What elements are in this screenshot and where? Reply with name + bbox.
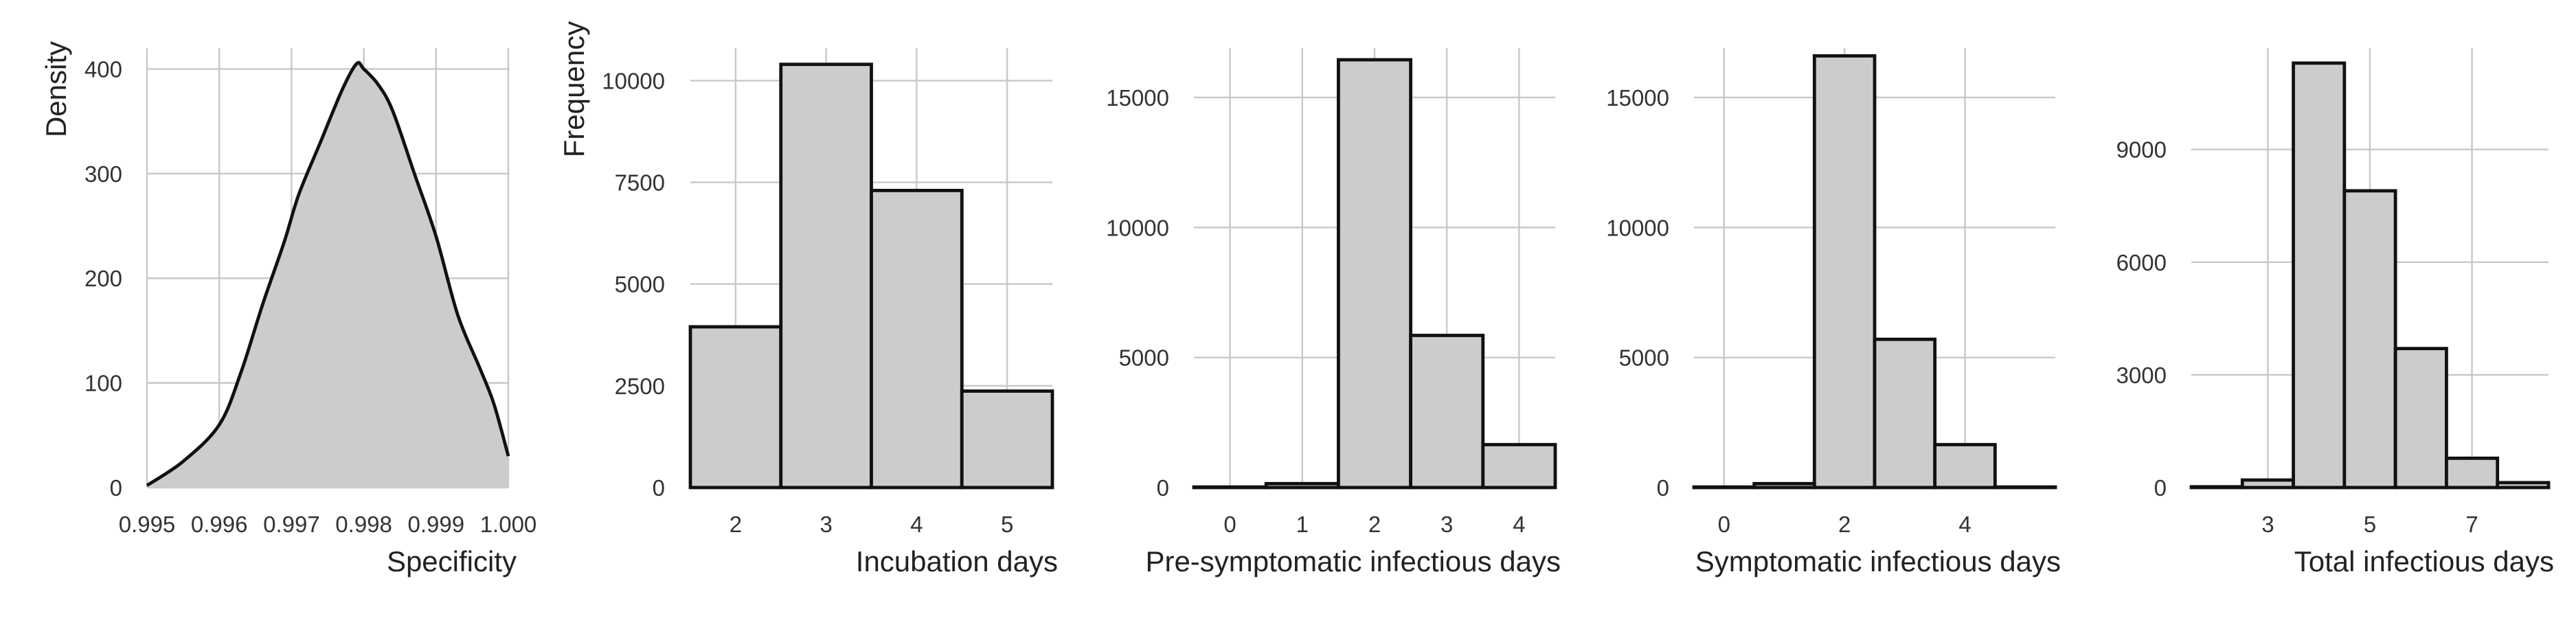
y-tick-label: 3000 — [2116, 363, 2167, 388]
y-tick-label: 300 — [84, 161, 122, 187]
y-tick-label: 10000 — [602, 68, 665, 93]
x-tick-label: 4 — [910, 512, 923, 537]
histogram-bars — [688, 62, 1054, 490]
y-tick-label: 0 — [653, 475, 665, 501]
histogram-bar — [1337, 58, 1413, 490]
y-tick-label: 9000 — [2116, 137, 2167, 163]
y-tick-label: 0 — [1657, 475, 1669, 501]
histogram-bar — [2445, 456, 2500, 490]
x-axis-label: Symptomatic infectious days — [1695, 545, 2061, 577]
histogram-bar — [2393, 347, 2448, 490]
x-tick-label: 5 — [1001, 512, 1013, 537]
x-tick-labels: 3 5 7 — [2261, 512, 2478, 537]
x-tick-label: 0.997 — [263, 512, 320, 537]
histogram-bar — [1933, 443, 1997, 490]
x-tick-label: 1.000 — [480, 512, 537, 537]
y-tick-labels: 0 3000 6000 9000 — [2116, 137, 2167, 501]
x-tick-label: 1 — [1296, 512, 1309, 537]
x-tick-label: 7 — [2465, 512, 2478, 537]
x-tick-label: 0.995 — [119, 512, 176, 537]
density-panel-specificity: 0.995 0.996 0.997 0.998 0.999 1.000 0 100 200 30… — [40, 41, 536, 577]
y-tick-labels: 0 100 200 300 400 — [84, 56, 122, 501]
histogram-bar — [2189, 485, 2244, 490]
histogram-bar — [960, 389, 1054, 490]
histogram-bar — [2496, 481, 2551, 490]
y-tick-label: 5000 — [615, 272, 665, 297]
y-axis-label: Density — [40, 41, 72, 137]
density-line — [146, 60, 510, 487]
histogram-bar — [870, 189, 964, 490]
histogram-bars — [1692, 54, 2057, 490]
x-tick-label: 0 — [1718, 512, 1730, 537]
y-tick-labels: 0 2500 5000 7500 10000 — [602, 68, 665, 501]
x-tick-label: 0.996 — [191, 512, 248, 537]
y-tick-label: 0 — [1157, 475, 1169, 501]
x-tick-label: 4 — [1958, 512, 1971, 537]
y-tick-label: 2500 — [615, 374, 665, 399]
histogram-panel-presymptomatic: 0 1 2 3 4 0 5000 10000 15000 Pre-symptomatic in… — [1106, 48, 1561, 577]
x-tick-labels: 0.995 0.996 0.997 0.998 0.999 1.000 — [119, 512, 537, 537]
y-tick-labels: 0 5000 10000 15000 — [1106, 85, 1169, 501]
x-axis-label: Total infectious days — [2294, 545, 2554, 577]
y-tick-label: 15000 — [1606, 85, 1669, 111]
histogram-bars — [1192, 58, 1557, 490]
x-tick-labels: 0 2 4 — [1718, 512, 1971, 537]
x-tick-label: 4 — [1513, 512, 1525, 537]
histogram-bar — [1409, 334, 1485, 490]
y-axis-label: Frequency — [558, 21, 590, 157]
histogram-bar — [1873, 337, 1937, 490]
x-tick-label: 2 — [1838, 512, 1851, 537]
histogram-panel-total-infectious: 3 5 7 0 3000 6000 9000 Total infectious days — [2116, 48, 2554, 577]
histogram-bar — [2342, 189, 2397, 490]
density-curve — [146, 60, 510, 488]
histogram-bar — [688, 325, 783, 490]
x-tick-label: 5 — [2364, 512, 2376, 537]
x-tick-label: 2 — [1368, 512, 1381, 537]
histogram-bar — [1752, 481, 1816, 490]
y-tick-label: 10000 — [1606, 215, 1669, 240]
x-tick-label: 2 — [730, 512, 742, 537]
histogram-bars — [2189, 61, 2551, 490]
histogram-bar — [1481, 443, 1557, 490]
histogram-bar — [1264, 481, 1340, 490]
y-tick-labels: 0 5000 10000 15000 — [1606, 85, 1669, 501]
y-tick-label: 7500 — [615, 170, 665, 196]
histogram-bar — [1192, 485, 1268, 490]
y-tick-label: 5000 — [1619, 345, 1669, 371]
y-tick-label: 0 — [2154, 475, 2167, 501]
histogram-bar — [1812, 54, 1877, 490]
y-tick-label: 5000 — [1119, 345, 1169, 371]
x-tick-label: 3 — [820, 512, 832, 537]
y-tick-label: 6000 — [2116, 250, 2167, 275]
x-axis-label: Pre-symptomatic infectious days — [1145, 545, 1561, 577]
x-tick-label: 0.998 — [335, 512, 392, 537]
y-tick-label: 10000 — [1106, 215, 1169, 240]
histogram-bar — [779, 62, 873, 490]
y-tick-label: 0 — [110, 475, 122, 501]
x-tick-label: 0.999 — [408, 512, 465, 537]
histogram-bar — [2292, 61, 2347, 490]
y-tick-label: 100 — [84, 371, 122, 396]
x-tick-label: 3 — [1440, 512, 1453, 537]
x-axis-label: Incubation days — [856, 545, 1058, 577]
x-tick-labels: 0 1 2 3 4 — [1223, 512, 1525, 537]
histogram-panel-symptomatic: 0 2 4 0 5000 10000 15000 Symptomatic infectio… — [1606, 48, 2061, 577]
histogram-bar — [1692, 485, 1756, 490]
x-tick-label: 0 — [1223, 512, 1236, 537]
y-tick-label: 200 — [84, 266, 122, 291]
histogram-bar — [2240, 478, 2295, 490]
histogram-bar — [1993, 485, 2057, 490]
x-tick-labels: 2 3 4 5 — [730, 512, 1014, 537]
y-tick-label: 15000 — [1106, 85, 1169, 111]
y-tick-label: 400 — [84, 56, 122, 82]
x-axis-label: Specificity — [387, 545, 517, 577]
x-tick-label: 3 — [2261, 512, 2274, 537]
density-area — [147, 62, 508, 488]
